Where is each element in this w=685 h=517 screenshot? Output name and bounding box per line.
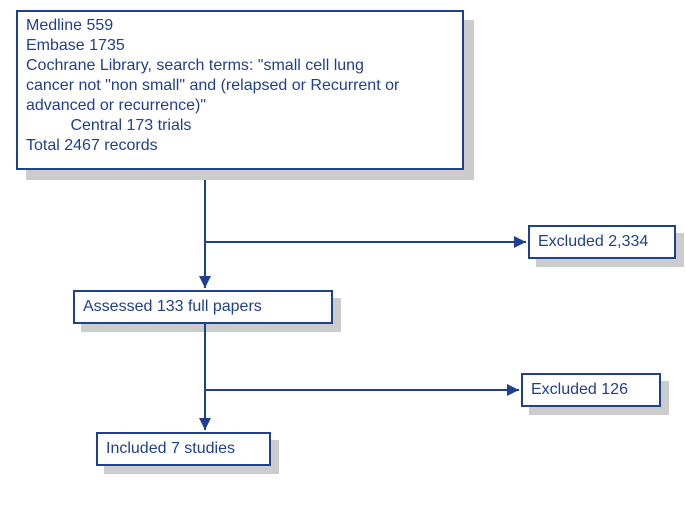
sources-line-0: Medline 559: [26, 16, 454, 36]
assessed-content: Assessed 133 full papers: [73, 290, 333, 324]
sources-line-2: Cochrane Library, search terms: "small c…: [26, 56, 454, 76]
sources-content: Medline 559 Embase 1735 Cochrane Library…: [16, 10, 464, 170]
included-content: Included 7 studies: [96, 432, 271, 466]
sources-line-1: Embase 1735: [26, 36, 454, 56]
excluded-1-text: Excluded 2,334: [538, 232, 648, 252]
included-text: Included 7 studies: [106, 439, 235, 459]
sources-line-5: Central 173 trials: [26, 116, 454, 136]
assessed-text: Assessed 133 full papers: [83, 297, 262, 317]
excluded-1-content: Excluded 2,334: [528, 225, 676, 259]
sources-line-6: Total 2467 records: [26, 136, 454, 156]
excluded-2-text: Excluded 126: [531, 380, 628, 400]
excluded-2-content: Excluded 126: [521, 373, 661, 407]
sources-line-4: advanced or recurrence)": [26, 96, 454, 116]
sources-line-3: cancer not "non small" and (relapsed or …: [26, 76, 454, 96]
